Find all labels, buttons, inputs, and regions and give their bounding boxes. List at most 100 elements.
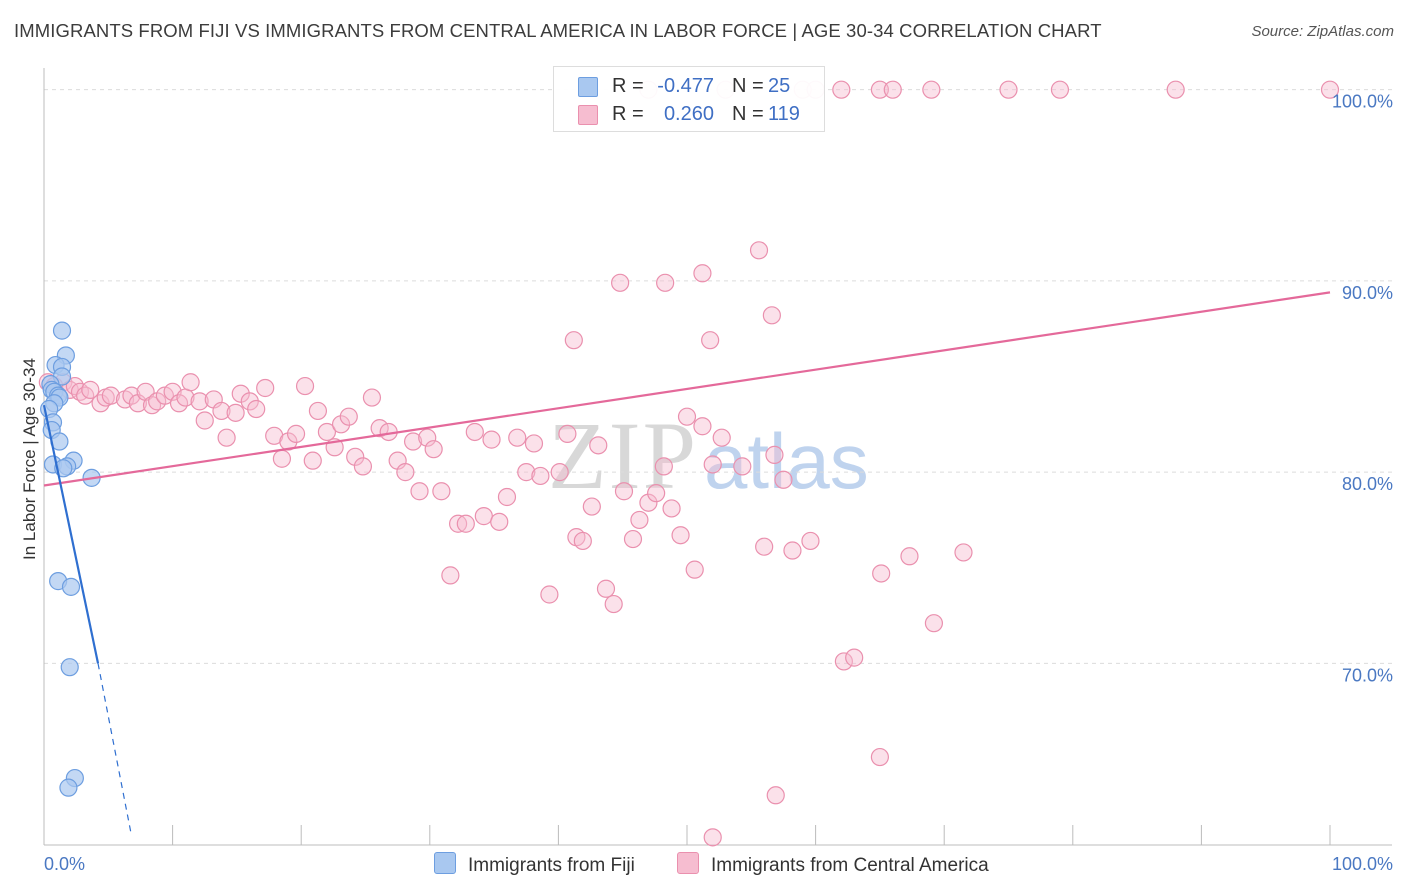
legend-item-central-america[interactable]: Immigrants from Central America (677, 852, 989, 877)
x-tick-label-max: 100.0% (1332, 854, 1393, 874)
central-america-point (1050, 80, 1070, 99)
central-america-point (611, 273, 630, 292)
chart-title: IMMIGRANTS FROM FIJI VS IMMIGRANTS FROM … (14, 20, 1102, 41)
central-america-point (540, 585, 559, 604)
central-america-point (432, 482, 451, 501)
central-america-point (295, 376, 315, 396)
central-america-point (834, 652, 853, 671)
central-america-point (81, 380, 100, 399)
central-america-point (410, 482, 429, 501)
y-tick-label: 100.0% (1332, 92, 1393, 112)
central-america-point (589, 436, 608, 455)
fiji-point (52, 321, 72, 340)
central-america-point (614, 482, 634, 501)
fiji-swatch (578, 77, 598, 97)
central-america-point (656, 273, 675, 292)
central-america-point (766, 786, 785, 805)
central-america-point (712, 428, 731, 447)
central-america-point (954, 543, 973, 562)
label-layer: 70.0% 80.0% 90.0% 100.0% 0.0% 100.0% (44, 92, 1393, 874)
central-america-point (524, 434, 544, 453)
fiji-trendline (42, 404, 100, 664)
fiji-trendline-extension (97, 663, 133, 836)
central-america-point (900, 547, 919, 566)
central-america-point (317, 422, 337, 442)
central-america-point (573, 531, 592, 551)
central-america-point (331, 415, 351, 434)
n-value: 119 (768, 103, 800, 125)
legend-row-central-america: R = 0.260 N = 119 (554, 101, 824, 129)
central-america-point (604, 594, 623, 614)
fiji-points (40, 321, 101, 797)
central-america-point (623, 529, 643, 549)
central-america-trendline (43, 291, 1331, 487)
central-america-point (353, 457, 373, 476)
central-america-point (286, 424, 306, 443)
r-label: R = (612, 103, 644, 125)
trend-layer (42, 291, 1331, 836)
central-america-point (1166, 80, 1185, 99)
central-america-point (370, 419, 389, 438)
fiji-point (59, 778, 78, 797)
central-america-point (677, 407, 697, 426)
central-america-point (190, 392, 209, 411)
grid-layer (44, 89, 1392, 664)
x-tick-label-min: 0.0% (44, 854, 85, 874)
watermark-atlas: atlas (704, 417, 869, 505)
central-america-swatch (578, 105, 598, 125)
central-america-point (596, 579, 616, 598)
central-america-point (217, 428, 236, 447)
central-america-point (883, 80, 902, 99)
r-label: R = (612, 75, 644, 97)
central-america-point (346, 447, 365, 466)
central-america-point (531, 466, 550, 486)
central-america-point (765, 445, 784, 465)
central-america-point (256, 378, 275, 398)
central-america-point (396, 463, 415, 482)
central-america-point (272, 449, 292, 468)
central-america-point (783, 541, 802, 560)
y-tick-label: 90.0% (1342, 283, 1393, 303)
n-label: N = (732, 75, 764, 97)
central-america-point (279, 432, 298, 451)
central-america-point (226, 403, 245, 422)
central-america-point (441, 566, 460, 585)
central-america-point (1320, 80, 1340, 99)
central-america-point (870, 80, 890, 99)
central-america-point (749, 241, 769, 260)
n-label: N = (732, 103, 764, 125)
central-america-point (448, 514, 468, 533)
central-america-point (582, 497, 601, 516)
central-america-point (482, 430, 501, 449)
central-america-legend-swatch (677, 852, 699, 874)
r-value: -0.477 (657, 75, 714, 97)
series-legend: Immigrants from Fiji Immigrants from Cen… (0, 850, 1406, 880)
central-america-point (762, 306, 781, 325)
central-america-point (801, 531, 820, 551)
central-america-point (693, 417, 712, 436)
central-america-point (212, 401, 231, 421)
central-america-point (733, 457, 752, 476)
central-america-point (247, 399, 266, 419)
central-america-point (701, 331, 720, 350)
central-america-point (662, 499, 681, 518)
central-america-point (832, 80, 851, 99)
central-america-point (693, 264, 712, 283)
central-america-point (424, 440, 443, 459)
central-america-points (38, 80, 1340, 847)
central-america-point (924, 614, 944, 633)
central-america-point (845, 648, 864, 667)
fiji-point (61, 577, 81, 596)
central-america-point (647, 484, 666, 503)
central-america-point (999, 80, 1018, 99)
central-america-point (508, 428, 527, 447)
central-america-point (91, 394, 110, 413)
central-america-point (564, 331, 583, 350)
central-america-point (490, 512, 509, 531)
fiji-legend-label: Immigrants from Fiji (468, 855, 635, 876)
axis-layer (43, 68, 1392, 846)
legend-item-fiji[interactable]: Immigrants from Fiji (434, 852, 635, 877)
central-america-point (195, 411, 214, 430)
central-america-point (654, 457, 673, 476)
fiji-legend-swatch (434, 852, 456, 874)
